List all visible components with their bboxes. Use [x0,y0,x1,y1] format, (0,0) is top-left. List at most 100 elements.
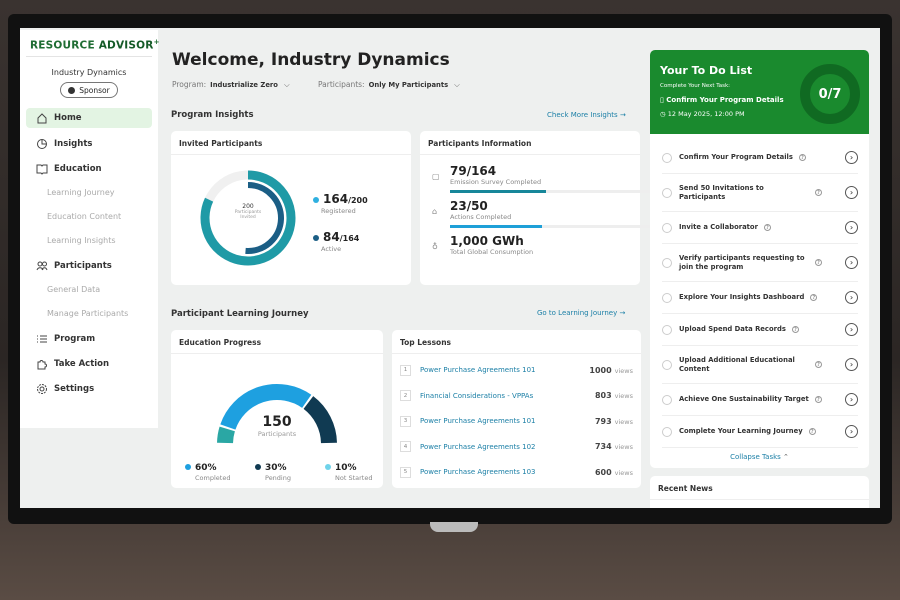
todo-task[interactable]: Send 50 Invitations to Participants? › [662,174,858,212]
todo-progress-ring: 0/7 [800,64,860,124]
sidebar-subitem[interactable]: Education Content [47,212,122,221]
program-insights-title: Program Insights [171,110,254,120]
help-icon[interactable]: ? [763,224,771,231]
lightbulb-icon: ♁ [432,242,438,251]
sidebar-item-participants[interactable]: Participants [26,256,152,276]
chevron-right-circle-icon[interactable]: › [845,151,858,164]
sidebar-item-program[interactable]: Program [26,329,152,349]
chevron-right-circle-icon[interactable]: › [845,291,858,304]
chevron-right-circle-icon[interactable]: › [845,393,858,406]
lesson-link[interactable]: Power Purchase Agreements 103 [420,468,536,476]
participants-information-card: Participants Information ▢ 79/164 Emissio… [420,131,650,285]
pie-chart-icon [37,139,47,149]
next-task[interactable]: ▯ Confirm Your Program Details [660,96,784,104]
participants-filter[interactable]: Participants: Only My Participants ⌵ [318,80,460,89]
task-checkbox[interactable] [662,152,672,163]
arrow-right-icon: → [619,111,626,119]
task-checkbox[interactable] [662,257,672,268]
task-checkbox[interactable] [662,394,672,405]
chevron-right-circle-icon[interactable]: › [845,425,858,438]
clock-icon: ◷ [660,110,666,118]
todo-task[interactable]: Complete Your Learning Journey? › [662,416,858,448]
help-icon[interactable]: ? [810,294,818,301]
sidebar-item-settings[interactable]: Settings [26,379,152,399]
registered-dot [313,197,319,203]
sidebar-subitem[interactable]: Manage Participants [47,309,129,318]
lesson-row[interactable]: 1 Power Purchase Agreements 101 1000 views [400,357,633,383]
sidebar-item-education[interactable]: Education [26,159,152,179]
help-icon[interactable]: ? [798,154,806,161]
donut-center-value: 200 [242,203,254,210]
help-icon[interactable]: ? [814,396,822,403]
list-icon [37,335,47,343]
chevron-right-circle-icon[interactable]: › [845,221,858,234]
help-icon[interactable]: ? [815,259,822,266]
task-checkbox[interactable] [662,426,672,437]
task-checkbox[interactable] [662,324,672,335]
task-checkbox[interactable] [662,222,672,233]
chevron-right-circle-icon[interactable]: › [845,358,858,371]
arrow-right-icon: → [619,309,626,317]
chevron-down-icon: ⌵ [454,80,460,89]
gauge-segment-pending [303,396,337,444]
sidebar-subitem[interactable]: General Data [47,285,101,294]
next-task-label: Complete Your Next Task: [660,83,731,89]
role-badge[interactable]: Sponsor [60,82,118,98]
chevron-right-circle-icon[interactable]: › [845,256,858,269]
todo-task[interactable]: Explore Your Insights Dashboard? › [662,282,858,314]
clipboard-icon: ▯ [660,96,664,104]
lesson-row[interactable]: 4 Power Purchase Agreements 102 734 views [400,434,633,460]
learning-journey-title: Participant Learning Journey [171,309,309,319]
help-icon[interactable]: ? [791,326,799,333]
task-checkbox[interactable] [662,359,672,370]
lesson-link[interactable]: Financial Considerations - VPPAs [420,391,534,400]
lesson-row[interactable]: 2 Financial Considerations - VPPAs 803 view… [400,383,633,409]
lesson-link[interactable]: Power Purchase Agreements 101 [420,417,536,425]
todo-task[interactable]: Invite a Collaborator? › [662,212,858,244]
progress-bar [450,190,650,193]
todo-task[interactable]: Confirm Your Program Details? › [662,142,858,174]
card-title: Recent News [650,476,869,500]
sidebar-subitem[interactable]: Learning Insights [47,236,116,245]
book-icon [36,164,48,175]
clipboard-icon: ▢ [432,172,440,181]
collapse-tasks-button[interactable]: Collapse Tasks ⌃ [730,453,789,461]
todo-header: Your To Do List Complete Your Next Task:… [650,50,869,134]
task-checkbox[interactable] [662,187,672,198]
sidebar-subitem[interactable]: Learning Journey [47,188,115,197]
help-icon[interactable]: ? [808,428,816,435]
chevron-down-icon: ⌵ [283,80,290,89]
todo-task[interactable]: Verify participants requesting to join t… [662,244,858,282]
home-icon [37,113,47,124]
help-icon[interactable]: ? [815,189,822,196]
gauge-segment-completed [220,384,312,430]
check-more-insights-link[interactable]: Check More Insights → [547,111,626,119]
card-title: Participants Information [420,131,640,155]
logo[interactable]: RESOURCE ADVISOR+ [30,38,160,52]
puzzle-icon [37,360,47,370]
go-to-learning-journey-link[interactable]: Go to Learning Journey → [537,309,626,317]
todo-task[interactable]: Upload Spend Data Records? › [662,314,858,346]
sidebar-item-insights[interactable]: Insights [26,134,152,154]
gauge-segment-not-started [217,426,235,444]
lesson-link[interactable]: Power Purchase Agreements 101 [420,366,536,374]
task-checkbox[interactable] [662,292,672,303]
divider [26,56,152,57]
chevron-right-circle-icon[interactable]: › [845,323,858,336]
page-title: Welcome, Industry Dynamics [172,50,450,70]
sidebar-item-home[interactable]: Home [26,108,152,128]
chevron-right-circle-icon[interactable]: › [845,186,858,199]
todo-task[interactable]: Upload Additional Educational Content? › [662,346,858,384]
lesson-row[interactable]: 5 Power Purchase Agreements 103 600 views [400,459,633,485]
todo-task[interactable]: Achieve One Sustainability Target? › [662,384,858,416]
gear-icon [37,384,47,394]
lesson-row[interactable]: 3 Power Purchase Agreements 101 793 views [400,408,633,434]
program-filter[interactable]: Program: Industrialize Zero ⌵ [172,80,290,89]
help-icon[interactable]: ? [815,361,822,368]
sidebar-item-take-action[interactable]: Take Action [26,354,152,374]
gauge-center-label: Participants [257,430,297,438]
gauge-center-value: 150 [262,414,292,430]
active-dot [313,235,319,241]
lesson-link[interactable]: Power Purchase Agreements 102 [420,442,536,451]
due-date: ◷ 12 May 2025, 12:00 PM [660,110,745,118]
